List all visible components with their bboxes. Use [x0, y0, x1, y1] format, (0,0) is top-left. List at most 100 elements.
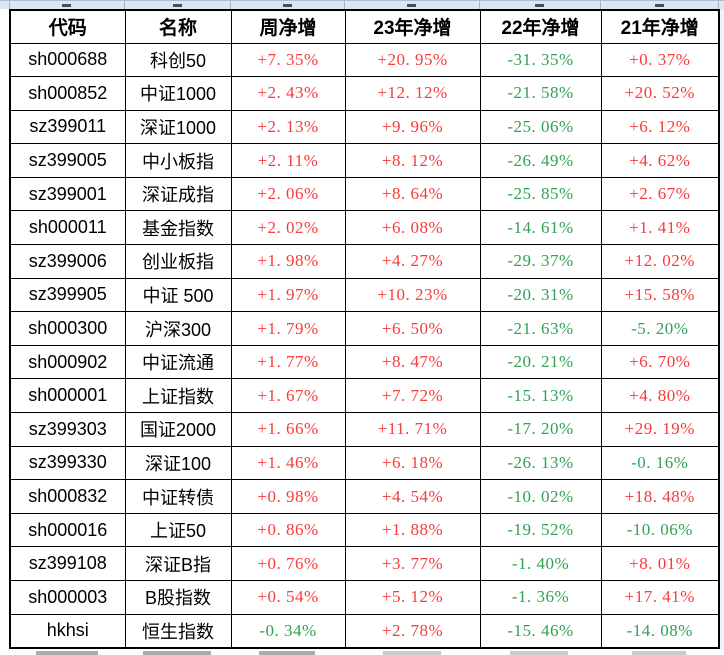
cell-week-change[interactable]: +7. 35% — [230, 42, 346, 78]
cell-2023-change[interactable]: +10. 23% — [344, 277, 481, 313]
cell-name[interactable]: B股指数 — [124, 580, 232, 615]
cell-name[interactable]: 中证1000 — [124, 76, 232, 111]
column-header-name[interactable]: 名称 — [124, 9, 232, 44]
cell-name[interactable]: 国证2000 — [124, 412, 232, 447]
cell-name[interactable]: 深证B指 — [124, 546, 232, 581]
cell-2022-change[interactable]: -14. 61% — [479, 210, 602, 246]
cell-name[interactable]: 科创50 — [124, 42, 232, 78]
cell-2021-change[interactable]: -10. 06% — [600, 512, 720, 548]
cell-2022-change[interactable]: -20. 31% — [479, 277, 602, 313]
cell-2022-change[interactable]: -17. 20% — [479, 412, 602, 447]
cell-name[interactable]: 深证100 — [124, 445, 232, 481]
cell-2023-change[interactable]: +7. 72% — [344, 378, 481, 414]
cell-2023-change[interactable]: +8. 12% — [344, 143, 481, 178]
cell-2023-change[interactable]: +11. 71% — [344, 412, 481, 447]
cell-code[interactable]: sh000001 — [9, 378, 126, 414]
cell-name[interactable]: 深证1000 — [124, 109, 232, 145]
cell-name[interactable]: 中证 500 — [124, 277, 232, 313]
cell-name[interactable]: 深证成指 — [124, 176, 232, 212]
cell-2021-change[interactable]: +8. 01% — [600, 546, 720, 581]
cell-week-change[interactable]: +2. 13% — [230, 109, 346, 145]
cell-2023-change[interactable]: +4. 27% — [344, 244, 481, 279]
column-header-week-change[interactable]: 周净增 — [230, 9, 346, 44]
cell-2022-change[interactable]: -15. 46% — [479, 613, 602, 649]
column-header-2023-change[interactable]: 23年净增 — [344, 9, 481, 44]
cell-code[interactable]: sz399108 — [9, 546, 126, 581]
cell-2021-change[interactable]: +1. 41% — [600, 210, 720, 246]
cell-week-change[interactable]: +1. 77% — [230, 344, 346, 380]
cell-week-change[interactable]: +1. 66% — [230, 412, 346, 447]
column-header-2022-change[interactable]: 22年净增 — [479, 9, 602, 44]
cell-name[interactable]: 上证指数 — [124, 378, 232, 414]
cell-2023-change[interactable]: +8. 47% — [344, 344, 481, 380]
cell-2023-change[interactable]: +20. 95% — [344, 42, 481, 78]
cell-2023-change[interactable]: +3. 77% — [344, 546, 481, 581]
cell-week-change[interactable]: +1. 79% — [230, 311, 346, 346]
cell-week-change[interactable]: +2. 06% — [230, 176, 346, 212]
cell-2021-change[interactable]: +15. 58% — [600, 277, 720, 313]
cell-name[interactable]: 创业板指 — [124, 244, 232, 279]
cell-week-change[interactable]: +2. 11% — [230, 143, 346, 178]
cell-2021-change[interactable]: +4. 62% — [600, 143, 720, 178]
cell-code[interactable]: sh000011 — [9, 210, 126, 246]
cell-2022-change[interactable]: -20. 21% — [479, 344, 602, 380]
cell-2021-change[interactable]: +20. 52% — [600, 76, 720, 111]
cell-2023-change[interactable]: +9. 96% — [344, 109, 481, 145]
cell-2021-change[interactable]: +4. 80% — [600, 378, 720, 414]
cell-2021-change[interactable]: +12. 02% — [600, 244, 720, 279]
cell-2023-change[interactable]: +6. 50% — [344, 311, 481, 346]
cell-2021-change[interactable]: +18. 48% — [600, 479, 720, 514]
cell-2021-change[interactable]: +17. 41% — [600, 580, 720, 615]
cell-2023-change[interactable]: +5. 12% — [344, 580, 481, 615]
cell-2022-change[interactable]: -21. 63% — [479, 311, 602, 346]
cell-2022-change[interactable]: -31. 35% — [479, 42, 602, 78]
cell-week-change[interactable]: +1. 67% — [230, 378, 346, 414]
cell-name[interactable]: 上证50 — [124, 512, 232, 548]
cell-2021-change[interactable]: +6. 70% — [600, 344, 720, 380]
cell-code[interactable]: sh000003 — [9, 580, 126, 615]
column-header-code[interactable]: 代码 — [9, 9, 126, 44]
cell-code[interactable]: sh000832 — [9, 479, 126, 514]
cell-name[interactable]: 中证流通 — [124, 344, 232, 380]
cell-week-change[interactable]: +0. 98% — [230, 479, 346, 514]
cell-2022-change[interactable]: -26. 49% — [479, 143, 602, 178]
cell-2021-change[interactable]: +29. 19% — [600, 412, 720, 447]
cell-name[interactable]: 恒生指数 — [124, 613, 232, 649]
cell-week-change[interactable]: +0. 86% — [230, 512, 346, 548]
cell-week-change[interactable]: +0. 54% — [230, 580, 346, 615]
cell-2023-change[interactable]: +2. 78% — [344, 613, 481, 649]
cell-2022-change[interactable]: -21. 58% — [479, 76, 602, 111]
cell-2022-change[interactable]: -25. 85% — [479, 176, 602, 212]
cell-code[interactable]: sz399330 — [9, 445, 126, 481]
cell-week-change[interactable]: +1. 98% — [230, 244, 346, 279]
cell-2021-change[interactable]: +2. 67% — [600, 176, 720, 212]
cell-2023-change[interactable]: +6. 08% — [344, 210, 481, 246]
cell-name[interactable]: 中证转债 — [124, 479, 232, 514]
cell-2021-change[interactable]: -5. 20% — [600, 311, 720, 346]
cell-2023-change[interactable]: +6. 18% — [344, 445, 481, 481]
cell-code[interactable]: sz399001 — [9, 176, 126, 212]
cell-code[interactable]: sh000852 — [9, 76, 126, 111]
cell-2021-change[interactable]: -14. 08% — [600, 613, 720, 649]
cell-2021-change[interactable]: +0. 37% — [600, 42, 720, 78]
cell-name[interactable]: 基金指数 — [124, 210, 232, 246]
column-header-2021-change[interactable]: 21年净增 — [600, 9, 720, 44]
cell-2022-change[interactable]: -25. 06% — [479, 109, 602, 145]
cell-week-change[interactable]: +2. 02% — [230, 210, 346, 246]
cell-2021-change[interactable]: -0. 16% — [600, 445, 720, 481]
cell-code[interactable]: sh000300 — [9, 311, 126, 346]
cell-code[interactable]: hkhsi — [9, 613, 126, 649]
cell-week-change[interactable]: -0. 34% — [230, 613, 346, 649]
cell-code[interactable]: sh000016 — [9, 512, 126, 548]
cell-2021-change[interactable]: +6. 12% — [600, 109, 720, 145]
cell-code[interactable]: sz399006 — [9, 244, 126, 279]
cell-2022-change[interactable]: -1. 40% — [479, 546, 602, 581]
cell-week-change[interactable]: +1. 46% — [230, 445, 346, 481]
cell-week-change[interactable]: +1. 97% — [230, 277, 346, 313]
cell-week-change[interactable]: +2. 43% — [230, 76, 346, 111]
cell-code[interactable]: sh000902 — [9, 344, 126, 380]
cell-2023-change[interactable]: +1. 88% — [344, 512, 481, 548]
cell-2022-change[interactable]: -26. 13% — [479, 445, 602, 481]
cell-2022-change[interactable]: -19. 52% — [479, 512, 602, 548]
cell-2023-change[interactable]: +12. 12% — [344, 76, 481, 111]
